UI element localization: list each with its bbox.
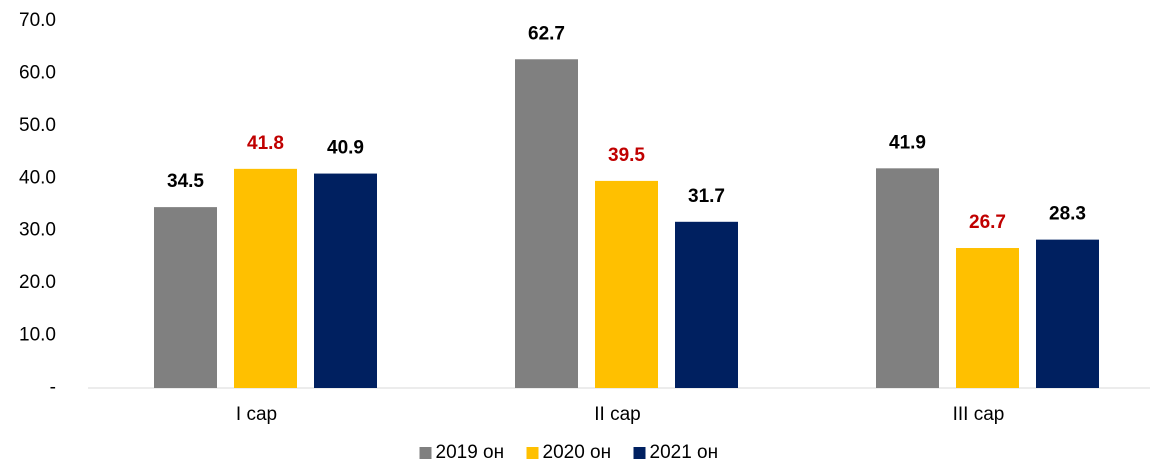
data-label: 28.3: [1049, 204, 1086, 225]
data-label: 34.5: [167, 171, 204, 192]
bar: [314, 173, 377, 388]
y-tick-label: 40.0: [19, 167, 56, 188]
bar: [876, 168, 939, 388]
data-label: 41.9: [889, 132, 926, 153]
data-label: 40.9: [327, 138, 364, 159]
data-label: 39.5: [608, 145, 645, 166]
legend-swatch: [419, 447, 432, 459]
legend-label: 2019 он: [436, 442, 505, 463]
y-tick-label: 50.0: [19, 115, 56, 136]
legend-swatch: [633, 447, 646, 459]
y-tick-label: 20.0: [19, 272, 56, 293]
y-tick-label: 10.0: [19, 325, 56, 346]
bar: [956, 248, 1019, 388]
bar: [515, 59, 578, 388]
y-tick-label: -: [50, 377, 56, 398]
legend-swatch: [526, 447, 539, 459]
data-label: 41.8: [247, 133, 284, 154]
bar: [1036, 239, 1099, 388]
legend-label: 2020 он: [543, 442, 612, 463]
y-tick-label: 30.0: [19, 220, 56, 241]
data-label: 62.7: [528, 23, 565, 44]
bar: [595, 180, 658, 388]
x-tick-label: III cap: [953, 404, 1005, 425]
x-tick-label: II cap: [594, 404, 640, 425]
x-tick-label: I cap: [236, 404, 277, 425]
y-tick-label: 70.0: [19, 10, 56, 31]
bar: [154, 207, 217, 388]
data-label: 31.7: [688, 186, 725, 207]
data-label: 26.7: [969, 212, 1006, 233]
bar: [234, 168, 297, 388]
y-tick-label: 60.0: [19, 62, 56, 83]
bar: [675, 221, 738, 388]
legend-label: 2021 он: [650, 442, 719, 463]
